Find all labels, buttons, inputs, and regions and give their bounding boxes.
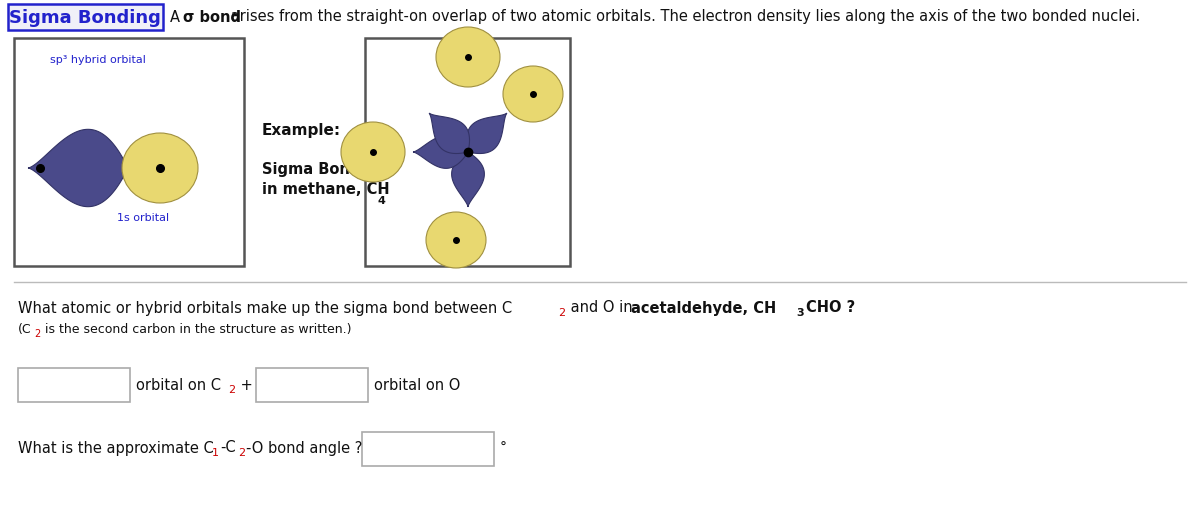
Text: What is the approximate C: What is the approximate C (18, 440, 214, 456)
Text: Sigma Bonding: Sigma Bonding (10, 9, 161, 27)
Text: A: A (170, 10, 185, 24)
Text: 2: 2 (558, 308, 565, 318)
FancyBboxPatch shape (8, 4, 163, 30)
Text: 2: 2 (34, 329, 41, 339)
Text: 2: 2 (228, 385, 235, 395)
Bar (14, 38, 244, 266)
Text: 3: 3 (796, 308, 804, 318)
Ellipse shape (122, 133, 198, 203)
Text: orbital on O: orbital on O (374, 377, 461, 393)
Text: sp³ hybrid orbital: sp³ hybrid orbital (50, 55, 146, 65)
Text: (C: (C (18, 324, 31, 336)
Text: -O bond angle ?: -O bond angle ? (246, 440, 362, 456)
Text: is the second carbon in the structure as written.): is the second carbon in the structure as… (41, 324, 352, 336)
Text: 2: 2 (238, 448, 245, 458)
Text: orbital on C: orbital on C (136, 377, 221, 393)
Bar (365, 38, 570, 266)
Bar (362, 432, 494, 466)
Ellipse shape (503, 66, 563, 122)
Text: in methane, CH: in methane, CH (262, 182, 390, 197)
Ellipse shape (436, 27, 500, 87)
Text: What atomic or hybrid orbitals make up the sigma bond between C: What atomic or hybrid orbitals make up t… (18, 301, 512, 315)
Ellipse shape (426, 212, 486, 268)
Text: and O in: and O in (566, 301, 637, 315)
Polygon shape (430, 113, 469, 153)
Bar (256, 368, 368, 402)
Text: Example:: Example: (262, 122, 341, 138)
Text: σ bond: σ bond (182, 10, 241, 24)
Ellipse shape (341, 122, 406, 182)
Polygon shape (413, 136, 468, 168)
Text: acetaldehyde, CH: acetaldehyde, CH (631, 301, 776, 315)
Text: 1s orbital: 1s orbital (116, 213, 169, 223)
Polygon shape (467, 113, 506, 153)
Polygon shape (451, 152, 485, 207)
Text: +: + (236, 377, 253, 393)
Text: arises from the straight-on overlap of two atomic orbitals. The electron density: arises from the straight-on overlap of t… (226, 10, 1140, 24)
Text: 1: 1 (212, 448, 220, 458)
Text: CHO ?: CHO ? (806, 301, 856, 315)
Text: 4: 4 (378, 196, 386, 206)
Text: °: ° (500, 441, 508, 455)
Text: Sigma Bonding: Sigma Bonding (262, 162, 386, 177)
Bar (18, 368, 130, 402)
Text: -C: -C (220, 440, 235, 456)
Polygon shape (28, 130, 128, 207)
